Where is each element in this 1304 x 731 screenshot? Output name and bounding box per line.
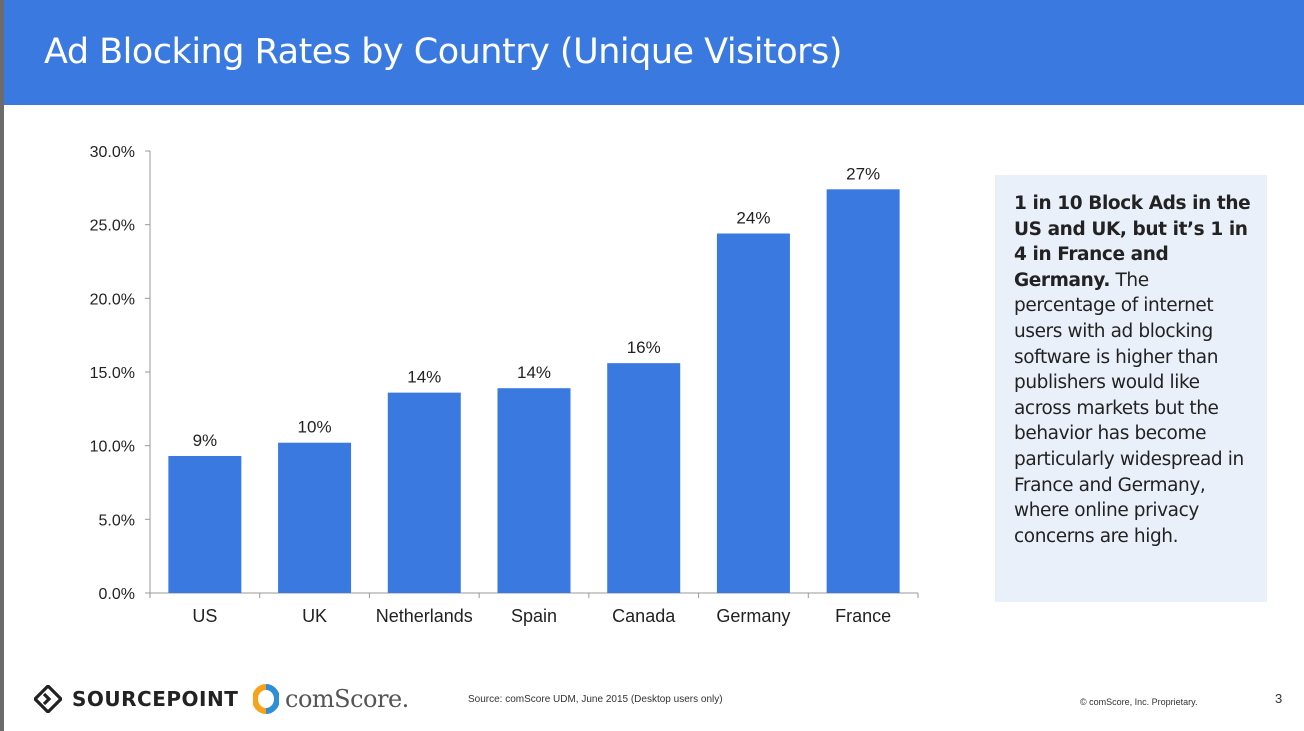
callout-box: 1 in 10 Block Ads in the US and UK, but … (995, 175, 1267, 602)
callout-headline: 1 in 10 Block Ads in the US and UK, but … (1014, 193, 1251, 291)
data-label: 14% (517, 363, 551, 382)
x-tick-label: Netherlands (376, 606, 473, 626)
bar-netherlands (387, 392, 461, 593)
comscore-logo-text: comScore. (285, 685, 409, 713)
bar-uk (278, 442, 352, 593)
data-label: 16% (627, 338, 661, 357)
bar-us (168, 455, 242, 593)
sourcepoint-logo-text: SOURCEPOINT (72, 687, 239, 711)
data-label: 27% (846, 164, 880, 183)
bars: 9% US 10% UK 14% Netherlands 14% Spain 16% Canada… (168, 164, 900, 626)
y-tick-label: 0.0% (99, 586, 135, 603)
data-label: 14% (407, 368, 441, 387)
x-axis (149, 592, 919, 598)
data-label: 24% (736, 209, 770, 228)
x-tick-label: Spain (511, 606, 557, 626)
x-tick-label: UK (302, 606, 327, 626)
x-tick-label: Germany (716, 606, 790, 626)
sourcepoint-logo: SOURCEPOINT (34, 684, 238, 714)
bar-france (826, 189, 900, 593)
slide-title: Ad Blocking Rates by Country (Unique Vis… (44, 32, 842, 72)
callout-body: The percentage of internet users with ad… (1014, 269, 1244, 547)
y-tick-label: 15.0% (90, 365, 135, 382)
y-tick-label: 30.0% (90, 144, 135, 161)
bar-spain (497, 388, 571, 593)
diamond-chevron-icon (34, 685, 62, 713)
data-label: 9% (193, 431, 218, 450)
x-tick-label: France (835, 606, 891, 626)
y-tick-label: 10.0% (90, 439, 135, 456)
source-note: Source: comScore UDM, June 2015 (Desktop… (468, 694, 723, 705)
y-tick-label: 25.0% (90, 218, 135, 235)
y-tick-label: 20.0% (90, 291, 135, 308)
bar-canada (607, 363, 681, 593)
copyright-note: © comScore, Inc. Proprietary. (1080, 697, 1198, 707)
data-label: 10% (298, 418, 332, 437)
bar-germany (716, 233, 790, 594)
ring-icon (253, 684, 279, 714)
y-axis: 0.0% 5.0% 10.0% 15.0% 20.0% 25.0% 30.0% (90, 144, 151, 603)
x-tick-label: Canada (612, 606, 676, 626)
comscore-logo: comScore. (253, 683, 409, 715)
y-tick-label: 5.0% (99, 512, 135, 529)
left-edge-bar (0, 0, 4, 731)
x-tick-label: US (192, 606, 217, 626)
header-bar: Ad Blocking Rates by Country (Unique Vis… (4, 0, 1304, 105)
page-number: 3 (1275, 691, 1283, 706)
